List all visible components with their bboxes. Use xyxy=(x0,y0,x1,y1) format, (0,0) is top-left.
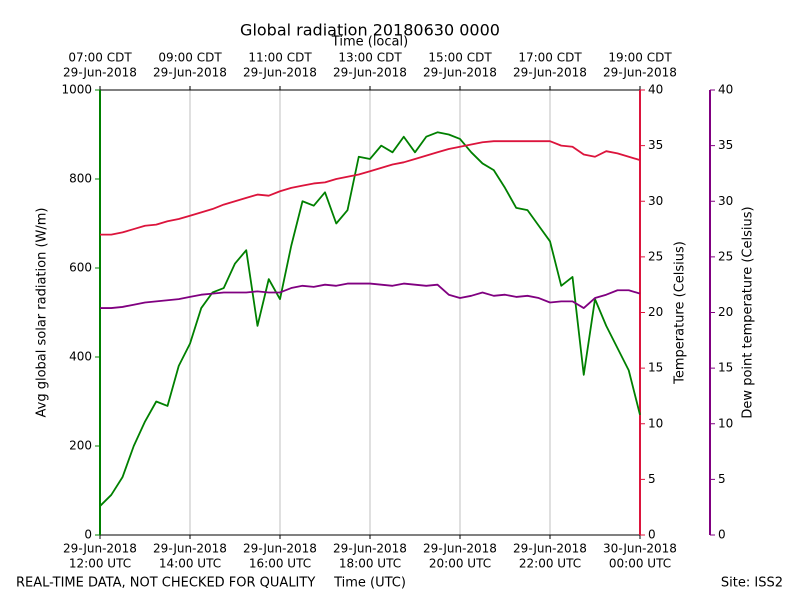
data-line xyxy=(100,282,641,309)
x-tick-label: 18:00 UTC xyxy=(339,557,401,571)
y2-tick-label: 30 xyxy=(648,194,663,208)
y3-tick-label: 40 xyxy=(718,83,733,97)
x2-tick-label: 29-Jun-2018 xyxy=(603,66,677,80)
x-tick-label: 29-Jun-2018 xyxy=(243,542,317,556)
x2-tick-label: 17:00 CDT xyxy=(518,51,582,65)
x2-tick-label: 29-Jun-2018 xyxy=(513,66,587,80)
x2-tick-label: 09:00 CDT xyxy=(158,51,222,65)
data-line xyxy=(99,131,641,507)
y3-tick-label: 0 xyxy=(718,528,726,542)
y3-tick-label: 20 xyxy=(718,305,733,319)
y2-tick-label: 25 xyxy=(648,249,663,263)
x-tick-label: 22:00 UTC xyxy=(519,557,581,571)
x2-tick-label: 11:00 CDT xyxy=(248,51,312,65)
y2-tick-label: 20 xyxy=(648,305,663,319)
footer-right: Site: ISS2 xyxy=(721,576,783,591)
x-tick-label: 30-Jun-2018 xyxy=(603,542,677,556)
y-tick-label: 800 xyxy=(69,172,92,186)
y-label: Avg global solar radiation (W/m) xyxy=(35,208,50,418)
x2-tick-label: 29-Jun-2018 xyxy=(423,66,497,80)
x2-tick-label: 29-Jun-2018 xyxy=(63,66,137,80)
x-tick-label: 14:00 UTC xyxy=(159,557,221,571)
x2-tick-label: 07:00 CDT xyxy=(68,51,132,65)
x2-tick-label: 15:00 CDT xyxy=(428,51,492,65)
x-tick-label: 29-Jun-2018 xyxy=(513,542,587,556)
y-tick-label: 1000 xyxy=(61,83,92,97)
x2-tick-label: 29-Jun-2018 xyxy=(333,66,407,80)
y-tick-label: 400 xyxy=(69,350,92,364)
y2-tick-label: 5 xyxy=(648,472,656,486)
y3-tick-label: 30 xyxy=(718,194,733,208)
x-label: Time (UTC) xyxy=(333,576,406,591)
y3-tick-label: 35 xyxy=(718,138,733,152)
y3-label: Dew point temperature (Celsius) xyxy=(741,206,756,418)
x-tick-label: 29-Jun-2018 xyxy=(333,542,407,556)
x2-tick-label: 13:00 CDT xyxy=(338,51,402,65)
x-tick-label: 00:00 UTC xyxy=(609,557,671,571)
y2-tick-label: 15 xyxy=(648,361,663,375)
y-tick-label: 600 xyxy=(69,261,92,275)
y3-tick-label: 5 xyxy=(718,472,726,486)
x-tick-label: 29-Jun-2018 xyxy=(423,542,497,556)
y3-tick-label: 10 xyxy=(718,416,733,430)
x-tick-label: 20:00 UTC xyxy=(429,557,491,571)
x-tick-label: 12:00 UTC xyxy=(69,557,131,571)
y-tick-label: 0 xyxy=(84,528,92,542)
y2-tick-label: 40 xyxy=(648,83,663,97)
y-tick-label: 200 xyxy=(69,439,92,453)
x2-label: Time (local) xyxy=(331,35,408,50)
y2-tick-label: 35 xyxy=(648,138,663,152)
y2-tick-label: 0 xyxy=(648,528,656,542)
y2-label: Temperature (Celsius) xyxy=(673,241,688,385)
data-line xyxy=(100,140,641,236)
y3-tick-label: 25 xyxy=(718,249,733,263)
x-tick-label: 29-Jun-2018 xyxy=(153,542,227,556)
y2-tick-label: 10 xyxy=(648,416,663,430)
y3-tick-label: 15 xyxy=(718,361,733,375)
x-tick-label: 16:00 UTC xyxy=(249,557,311,571)
x2-tick-label: 29-Jun-2018 xyxy=(153,66,227,80)
x2-tick-label: 19:00 CDT xyxy=(608,51,672,65)
chart-title: Global radiation 20180630 0000 xyxy=(240,21,500,40)
x-tick-label: 29-Jun-2018 xyxy=(63,542,137,556)
footer-left: REAL-TIME DATA, NOT CHECKED FOR QUALITY xyxy=(16,576,315,591)
x2-tick-label: 29-Jun-2018 xyxy=(243,66,317,80)
